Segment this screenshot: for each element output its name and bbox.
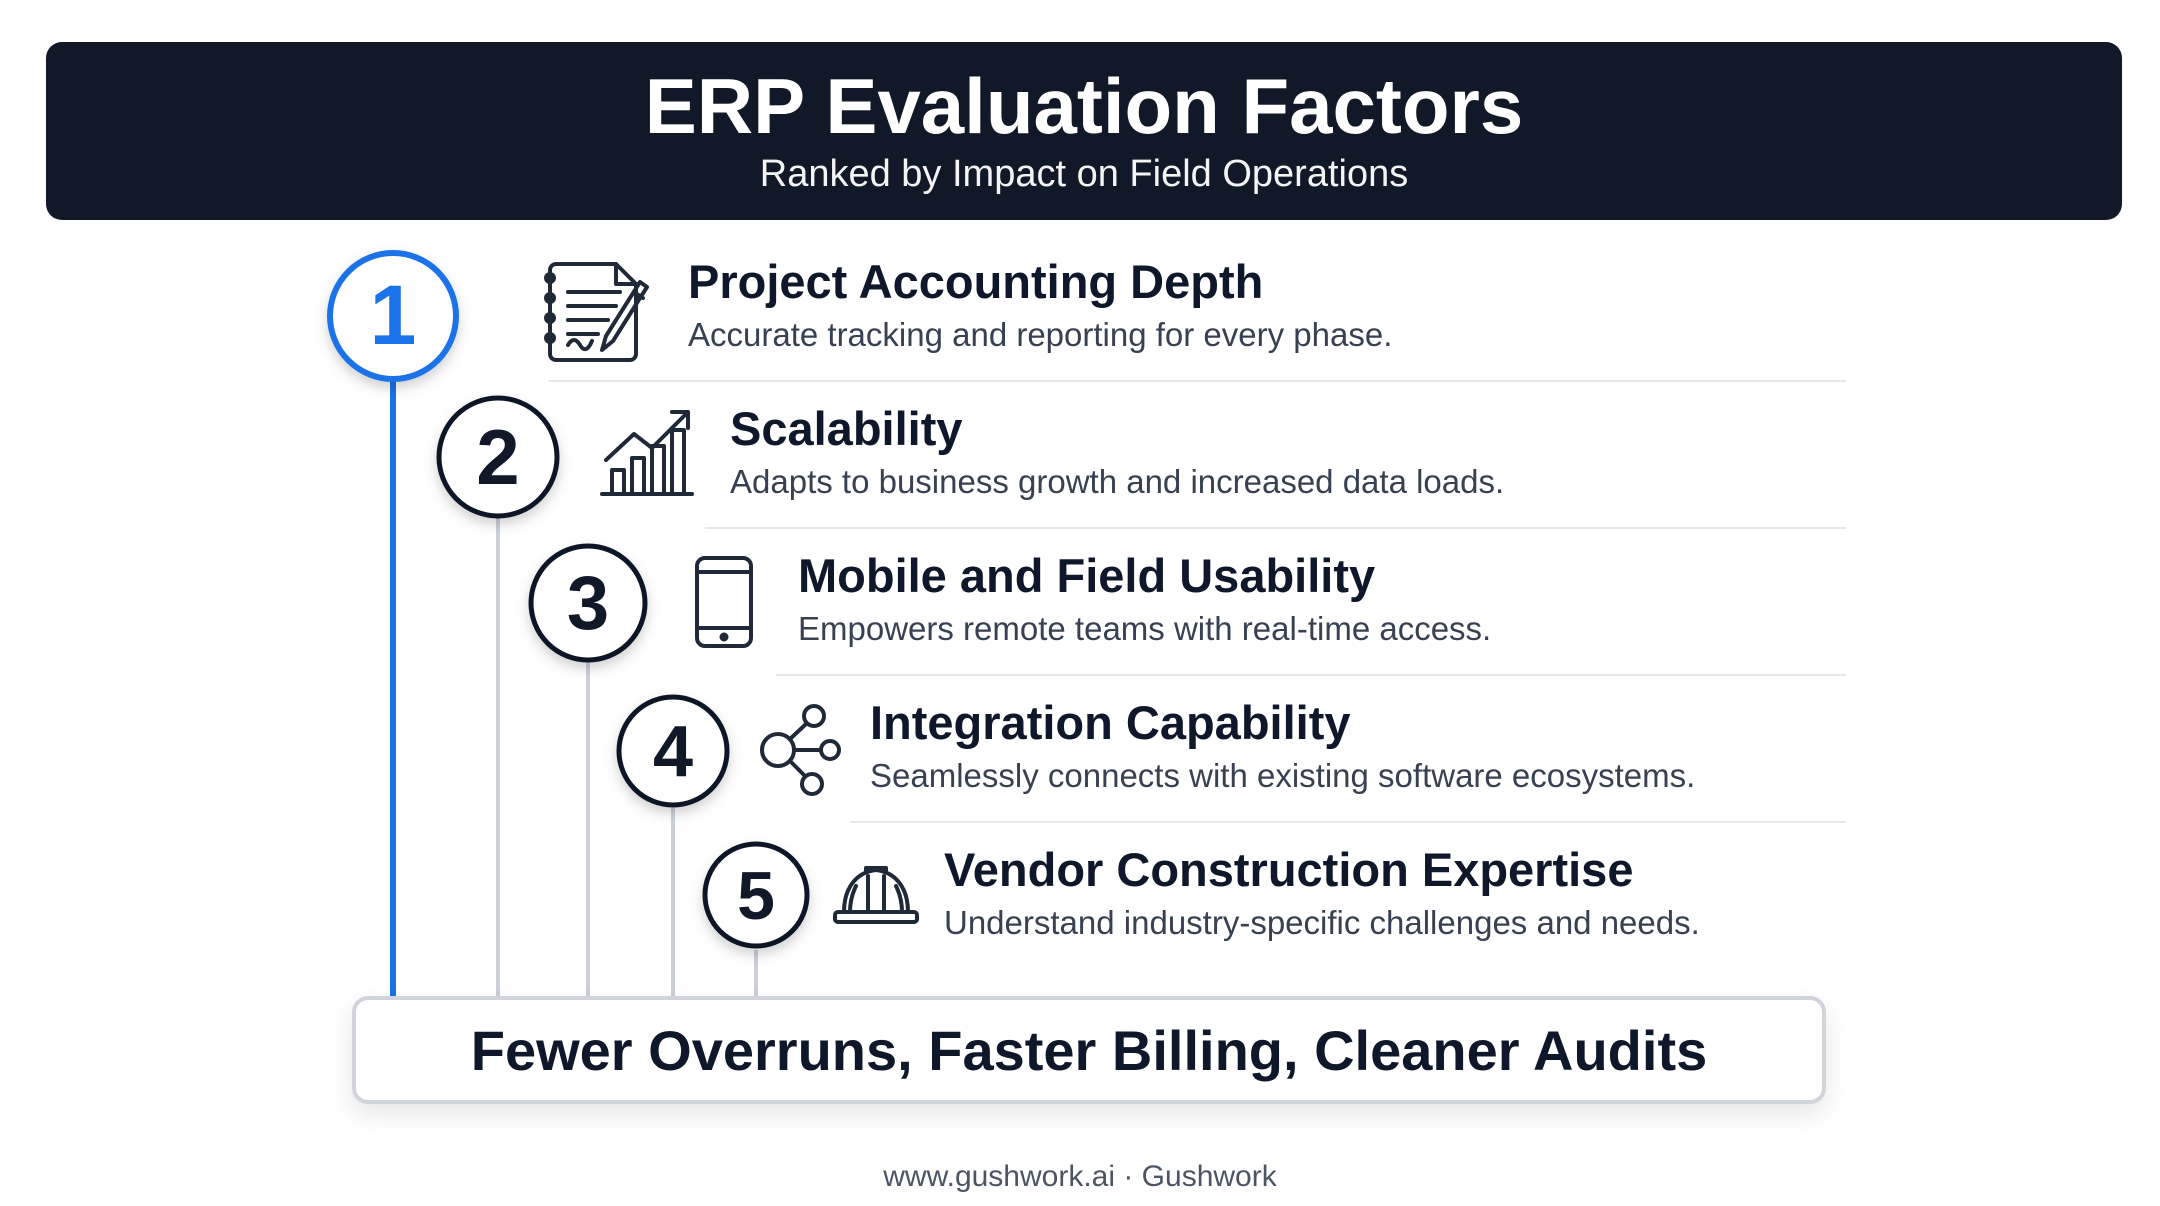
rank-number-3: 3	[567, 561, 609, 646]
factor-item-2: Scalability Adapts to business growth an…	[730, 401, 1504, 503]
rank-number-1: 1	[370, 268, 417, 362]
factor-item-3: Mobile and Field Usability Empowers remo…	[798, 548, 1491, 650]
document-pen-icon	[544, 262, 649, 362]
factor-title-5: Vendor Construction Expertise	[944, 843, 1634, 896]
rank-number-2: 2	[476, 413, 519, 501]
factor-description-3: Empowers remote teams with real-time acc…	[798, 610, 1492, 648]
factor-description-5: Understand industry-specific challenges …	[944, 904, 1700, 942]
factor-title-2: Scalability	[730, 402, 963, 455]
factor-description-2: Adapts to business growth and increased …	[730, 463, 1505, 501]
divider-1	[548, 380, 1846, 382]
divider-2	[705, 527, 1846, 529]
page-title: ERP Evaluation Factors	[644, 62, 1524, 150]
divider-4	[850, 821, 1846, 823]
hard-hat-icon	[833, 866, 919, 924]
rank-badge-5: 5	[702, 841, 810, 949]
factor-item-1: Project Accounting Depth Accurate tracki…	[688, 254, 1392, 356]
divider-3	[776, 674, 1846, 676]
header-banner: ERP Evaluation Factors Ranked by Impact …	[46, 42, 2122, 220]
rank-number-5: 5	[737, 858, 775, 934]
outcome-box: Fewer Overruns, Faster Billing, Cleaner …	[352, 996, 1826, 1104]
factor-title-1: Project Accounting Depth	[688, 255, 1264, 308]
growth-chart-icon	[600, 410, 694, 496]
factor-item-4: Integration Capability Seamlessly connec…	[870, 695, 1695, 797]
mobile-phone-icon	[695, 556, 753, 648]
outcome-text: Fewer Overruns, Faster Billing, Cleaner …	[470, 1018, 1708, 1082]
factor-title-4: Integration Capability	[870, 696, 1351, 749]
factor-title-3: Mobile and Field Usability	[798, 549, 1376, 602]
share-network-icon	[760, 704, 841, 796]
rank-badge-4: 4	[616, 694, 730, 808]
rank-badge-2: 2	[436, 395, 560, 519]
page-subtitle: Ranked by Impact on Field Operations	[759, 153, 1409, 195]
rank-badge-1: 1	[327, 250, 459, 382]
rank-number-4: 4	[653, 712, 693, 792]
rank-badge-3: 3	[528, 543, 648, 663]
factor-description-1: Accurate tracking and reporting for ever…	[688, 316, 1393, 354]
factor-item-5: Vendor Construction Expertise Understand…	[944, 842, 1700, 944]
footer-credit: www.gushwork.ai · Gushwork	[883, 1160, 1277, 1193]
factor-description-4: Seamlessly connects with existing softwa…	[870, 757, 1696, 795]
